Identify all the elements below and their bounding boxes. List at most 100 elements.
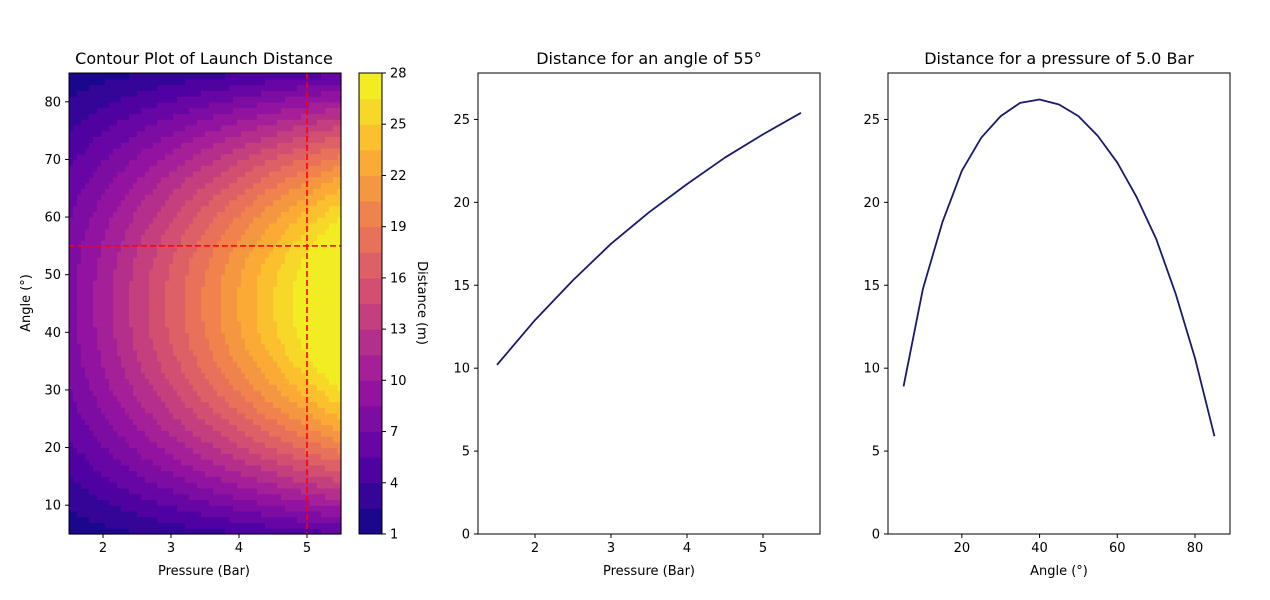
contour-cell bbox=[285, 361, 290, 368]
contour-cell bbox=[117, 424, 122, 431]
contour-cell bbox=[141, 309, 146, 316]
contour-cell bbox=[281, 430, 286, 437]
contour-cell bbox=[273, 430, 278, 437]
contour-cell bbox=[229, 286, 234, 293]
contour-cell bbox=[313, 372, 318, 380]
contour-cell bbox=[245, 436, 250, 443]
contour-cell bbox=[245, 516, 250, 524]
contour-cell bbox=[337, 401, 342, 408]
contour-cell bbox=[145, 297, 150, 305]
contour-cell bbox=[313, 257, 318, 264]
contour-cell bbox=[313, 424, 318, 431]
contour-cell bbox=[181, 130, 186, 137]
contour-cell bbox=[261, 274, 266, 282]
contour-cell bbox=[113, 142, 118, 149]
contour-cell bbox=[265, 447, 270, 454]
contour-cell bbox=[277, 522, 282, 529]
contour-cell bbox=[157, 188, 162, 195]
contour-cell bbox=[197, 436, 202, 443]
contour-cell bbox=[177, 240, 182, 247]
contour-cell bbox=[325, 349, 330, 356]
contour-cell bbox=[101, 395, 106, 403]
contour-cell bbox=[109, 147, 114, 155]
contour-cell bbox=[241, 119, 246, 126]
contour-cell bbox=[177, 407, 182, 414]
contour-cell bbox=[261, 384, 266, 391]
contour-cell bbox=[233, 291, 238, 299]
contour-cell bbox=[133, 320, 138, 328]
contour-cell bbox=[125, 372, 130, 380]
contour-cell bbox=[101, 372, 106, 380]
contour-cell bbox=[213, 516, 218, 524]
contour-cell bbox=[153, 343, 158, 351]
contour-cell bbox=[237, 487, 242, 495]
contour-cell bbox=[289, 286, 294, 293]
contour-cell bbox=[93, 274, 98, 282]
contour-cell bbox=[297, 291, 302, 299]
contour-cell bbox=[133, 418, 138, 426]
contour-cell bbox=[329, 274, 334, 282]
contour-cell bbox=[305, 464, 310, 472]
contour-cell bbox=[189, 384, 194, 391]
contour-cell bbox=[225, 251, 230, 258]
contour-cell bbox=[265, 240, 270, 247]
contour-cell bbox=[301, 476, 306, 483]
contour-cell bbox=[333, 188, 338, 195]
contour-cell bbox=[277, 170, 282, 178]
contour-cell bbox=[185, 522, 190, 529]
contour-cell bbox=[261, 343, 266, 351]
contour-cell bbox=[93, 464, 98, 472]
contour-cell bbox=[229, 384, 234, 391]
contour-cell bbox=[265, 510, 270, 518]
contour-cell bbox=[105, 522, 110, 529]
contour-cell bbox=[217, 170, 222, 178]
contour-cell bbox=[329, 297, 334, 305]
contour-cell bbox=[205, 268, 210, 276]
contour-cell bbox=[277, 464, 282, 472]
contour-cell bbox=[277, 401, 282, 408]
contour-cell bbox=[97, 459, 102, 466]
contour-cell bbox=[85, 130, 90, 137]
contour-cell bbox=[161, 245, 166, 253]
contour-cell bbox=[133, 251, 138, 258]
contour-cell bbox=[93, 188, 98, 195]
contour-cell bbox=[329, 263, 334, 270]
contour-cell bbox=[333, 251, 338, 258]
contour-cell bbox=[93, 522, 98, 529]
contour-cell bbox=[113, 401, 118, 408]
contour-cell bbox=[173, 303, 178, 310]
contour-cell bbox=[153, 199, 158, 207]
contour-cell bbox=[81, 326, 86, 333]
contour-cell bbox=[329, 384, 334, 391]
contour-cell bbox=[329, 424, 334, 431]
contour-cell bbox=[77, 182, 82, 189]
contour-cell bbox=[85, 309, 90, 316]
contour-cell bbox=[321, 361, 326, 368]
contour-cell bbox=[325, 320, 330, 328]
contour-cell bbox=[305, 274, 310, 282]
contour-cell bbox=[297, 142, 302, 149]
contour-cell bbox=[193, 499, 198, 506]
contour-cell bbox=[165, 124, 170, 132]
contour-cell bbox=[89, 355, 94, 362]
contour-cell bbox=[97, 222, 102, 230]
contour-cell bbox=[165, 280, 170, 287]
contour-cell bbox=[89, 136, 94, 143]
contour-cell bbox=[161, 170, 166, 178]
contour-cell bbox=[281, 188, 286, 195]
contour-cell bbox=[249, 401, 254, 408]
contour-cell bbox=[269, 401, 274, 408]
contour-cell bbox=[253, 286, 258, 293]
contour-cell bbox=[261, 136, 266, 143]
contour-cell bbox=[73, 257, 78, 264]
contour-cell bbox=[317, 240, 322, 247]
contour-cell bbox=[293, 217, 298, 224]
contour-cell bbox=[117, 482, 122, 489]
contour-cell bbox=[193, 326, 198, 333]
contour-cell bbox=[169, 165, 174, 172]
contour-cell bbox=[189, 355, 194, 362]
contour-cell bbox=[117, 384, 122, 391]
contour-cell bbox=[169, 349, 174, 356]
contour-cell bbox=[153, 326, 158, 333]
contour-cell bbox=[209, 124, 214, 132]
